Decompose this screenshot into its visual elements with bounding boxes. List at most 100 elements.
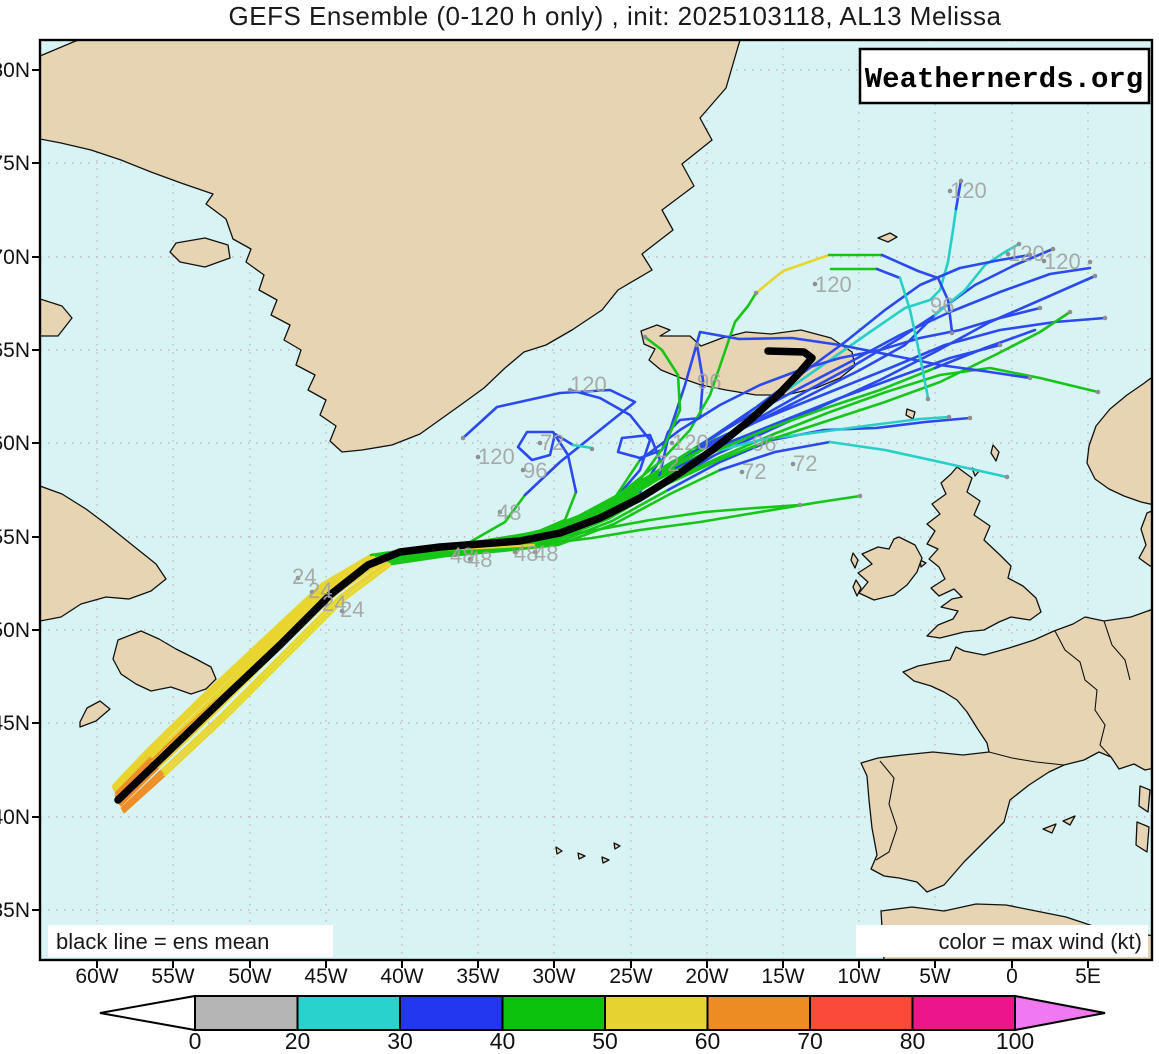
forecast-hour-label: 48 bbox=[450, 543, 474, 568]
track-segment-yellow bbox=[163, 562, 394, 777]
x-axis-tick-label: 45W bbox=[304, 965, 347, 988]
x-axis-tick-label: 55W bbox=[151, 965, 194, 988]
track-point-dot bbox=[339, 608, 345, 614]
x-axis-tick-label: 5E bbox=[1075, 965, 1101, 988]
track-point-dot bbox=[1037, 305, 1043, 311]
track-point-dot bbox=[475, 454, 481, 460]
track-segment-yellow bbox=[160, 559, 390, 772]
track-point-dot bbox=[589, 446, 595, 452]
colorbar-tick-label: 0 bbox=[189, 1028, 202, 1054]
track-point-dot bbox=[967, 415, 973, 421]
track-point-dot bbox=[295, 575, 301, 581]
greenland-landmass bbox=[40, 40, 741, 453]
legend-mean-line-note: black line = ens mean bbox=[56, 929, 269, 954]
newfoundland-landmass bbox=[112, 630, 217, 695]
x-axis-tick-label: 40W bbox=[380, 965, 423, 988]
track-point-dot bbox=[958, 178, 964, 184]
forecast-hour-label: 96 bbox=[930, 293, 954, 318]
great-britain-landmass bbox=[926, 466, 1042, 639]
ensemble-member-track bbox=[121, 416, 972, 812]
landmasses bbox=[40, 40, 1152, 960]
track-point-dot bbox=[1095, 389, 1101, 395]
track-segment-orange bbox=[120, 768, 164, 810]
country-border-line bbox=[988, 751, 1065, 766]
norway-landmass bbox=[1086, 376, 1152, 506]
colorbar-tick-label: 60 bbox=[695, 1028, 721, 1054]
track-point-dot bbox=[1004, 474, 1010, 480]
colorbar-tick-label: 50 bbox=[592, 1028, 618, 1054]
track-point-dot bbox=[925, 396, 931, 402]
ensemble-member-track bbox=[829, 267, 930, 400]
wind-speed-colorbar: 0 20 30 40 50 60 70 80 100 bbox=[99, 994, 1106, 1054]
ireland-landmass bbox=[857, 536, 923, 601]
colorbar-tick-label: 70 bbox=[797, 1028, 823, 1054]
x-axis-tick-label: 0 bbox=[1006, 965, 1018, 988]
track-segment-blue bbox=[875, 267, 902, 280]
track-point-dot bbox=[753, 290, 759, 296]
track-segment-yellow bbox=[150, 554, 378, 759]
x-axis-tick-label: 60W bbox=[75, 965, 118, 988]
track-segment-blue bbox=[933, 328, 1037, 370]
axis-ticks-and-labels: 60W 55W 50W 45W 40W 35W 30W 25W 20W 15W 10W 5W 0 5E 80… bbox=[0, 59, 1101, 988]
country-border-line bbox=[1103, 620, 1131, 681]
track-segment-blue bbox=[638, 306, 1042, 462]
colorbar-segment bbox=[501, 995, 606, 1031]
track-segment-cyan bbox=[933, 242, 1021, 317]
track-segment-yellow bbox=[754, 253, 831, 295]
track-segment-blue bbox=[718, 440, 832, 472]
track-segment-orange bbox=[119, 765, 161, 807]
colorbar-left-arrow bbox=[99, 994, 196, 1032]
forecast-hour-label: 24 bbox=[292, 564, 316, 589]
track-point-dot bbox=[1005, 251, 1011, 257]
forecast-hour-label: 72 bbox=[655, 451, 679, 476]
track-segment-orange bbox=[121, 770, 166, 812]
baffin-island-landmass bbox=[40, 298, 73, 337]
track-point-dot bbox=[537, 440, 543, 446]
track-point-dot bbox=[669, 440, 675, 446]
colorbar-tick-label: 40 bbox=[490, 1028, 516, 1054]
jan-mayen-landmass bbox=[877, 232, 898, 243]
corsica-landmass bbox=[1138, 785, 1151, 813]
track-segment-cyan bbox=[743, 207, 958, 417]
forecast-hour-label: 120 bbox=[1008, 241, 1045, 266]
track-segment-blue bbox=[954, 178, 963, 211]
track-segment-yellow bbox=[162, 560, 392, 774]
colorbar-tick-label: 30 bbox=[387, 1028, 413, 1054]
balearic-1-landmass bbox=[1042, 823, 1057, 834]
track-point-dot bbox=[497, 509, 503, 515]
forecast-hour-label: 72 bbox=[742, 459, 766, 484]
track-segment-blue bbox=[674, 343, 1002, 470]
forecast-hour-label: 120 bbox=[672, 430, 709, 455]
y-axis-tick-label: 45N bbox=[0, 712, 30, 735]
forecast-hour-label: 120 bbox=[1044, 249, 1081, 274]
track-segment-blue bbox=[880, 253, 954, 334]
colorbar-tick-label: 100 bbox=[996, 1028, 1034, 1054]
nova-scotia-landmass bbox=[79, 700, 111, 728]
hebrides-1-landmass bbox=[850, 552, 859, 569]
x-axis-tick-label: 5W bbox=[919, 965, 951, 988]
forecast-hour-label: 24 bbox=[322, 591, 346, 616]
x-axis-tick-label: 15W bbox=[761, 965, 804, 988]
track-point-dot bbox=[797, 502, 803, 508]
track-segment-cyan bbox=[698, 415, 951, 457]
track-segment-blue bbox=[516, 430, 578, 494]
y-axis-tick-label: 35N bbox=[0, 899, 30, 922]
track-point-dot bbox=[946, 414, 952, 420]
forecast-hour-label: 96 bbox=[752, 431, 776, 456]
track-point-dot bbox=[1027, 375, 1033, 381]
track-point-dot bbox=[949, 330, 955, 336]
forecast-hour-label: 48 bbox=[534, 541, 558, 566]
legend-right-box bbox=[856, 925, 1148, 957]
plot-border bbox=[38, 38, 1154, 962]
track-point-dot bbox=[512, 549, 518, 555]
denmark-landmass bbox=[1138, 510, 1152, 567]
colorbar-segment bbox=[911, 995, 1016, 1031]
track-point-dot bbox=[1050, 246, 1056, 252]
x-axis-tick-label: 35W bbox=[456, 965, 499, 988]
track-point-dot bbox=[1092, 273, 1098, 279]
disko-island-landmass bbox=[169, 237, 231, 268]
azores-1-landmass bbox=[555, 846, 563, 855]
track-point-dot bbox=[812, 281, 818, 287]
